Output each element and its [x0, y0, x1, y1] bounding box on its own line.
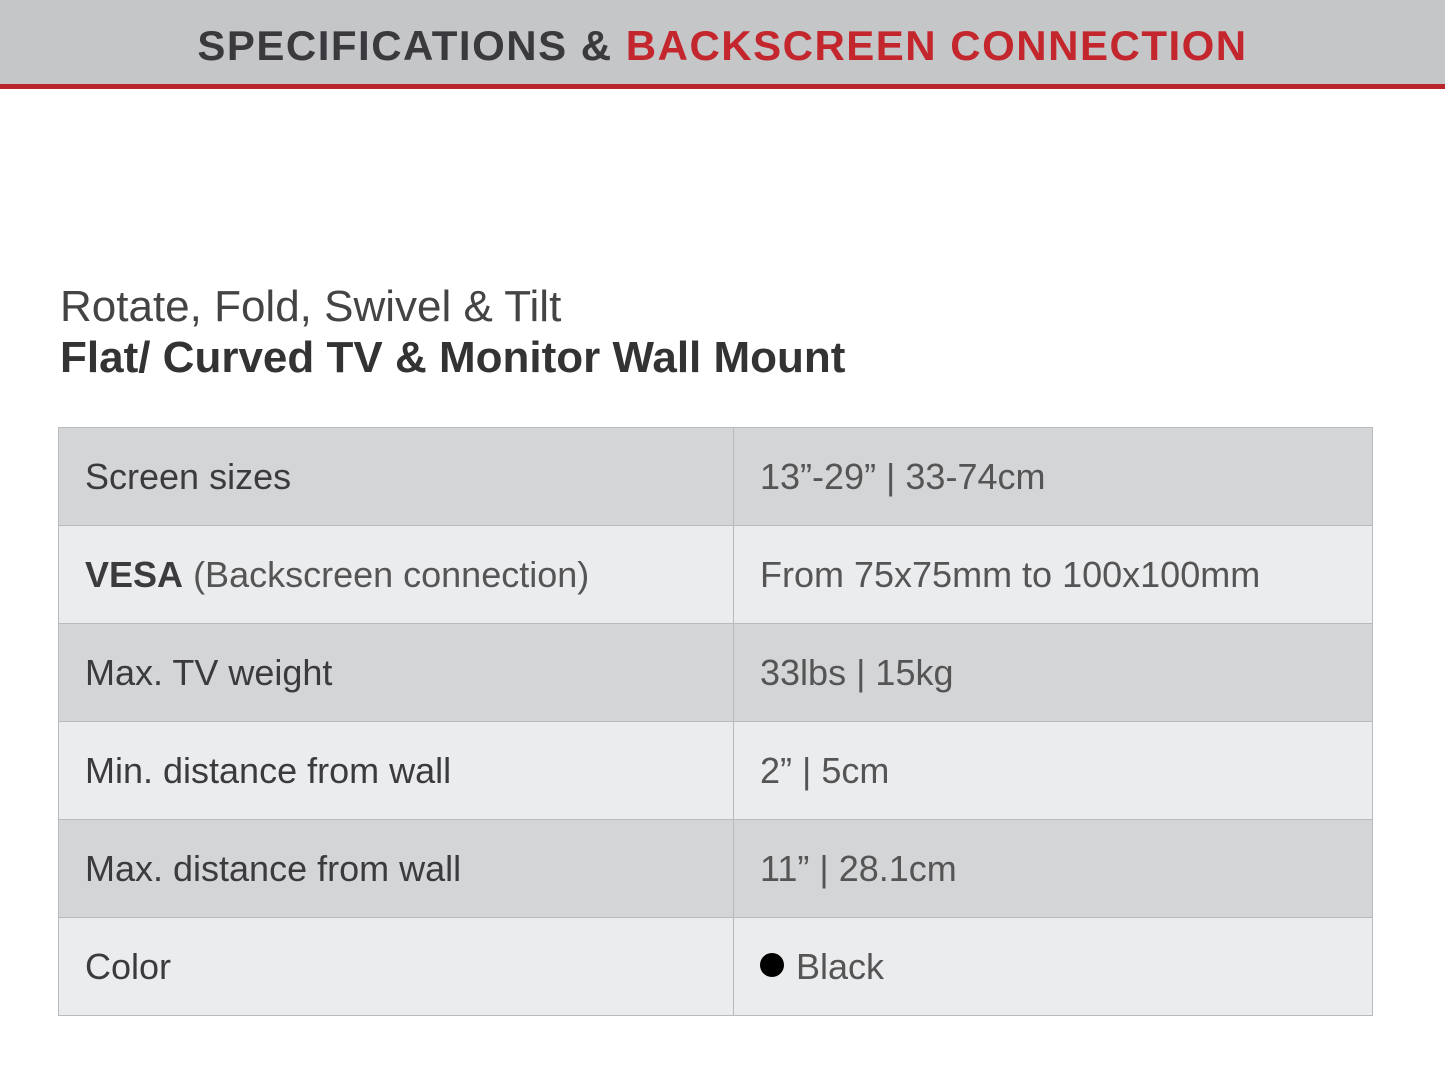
spec-label: Screen sizes — [58, 427, 734, 526]
table-row: Min. distance from wall 2” | 5cm — [58, 721, 1373, 820]
table-row: Screen sizes 13”-29” | 33-74cm — [58, 427, 1373, 526]
spec-value: 13”-29” | 33-74cm — [733, 427, 1373, 526]
color-swatch-icon — [760, 952, 784, 977]
spec-value: 33lbs | 15kg — [733, 623, 1373, 722]
table-row: Max. TV weight 33lbs | 15kg — [58, 623, 1373, 722]
table-row: Color Black — [58, 917, 1373, 1016]
spec-value: 11” | 28.1cm — [733, 819, 1373, 918]
color-value: Black — [796, 945, 885, 987]
spec-label: Max. distance from wall — [58, 819, 734, 918]
specs-table: Screen sizes 13”-29” | 33-74cm VESA (Bac… — [58, 427, 1373, 1016]
red-divider — [0, 84, 1445, 89]
product-title: Flat/ Curved TV & Monitor Wall Mount — [60, 333, 846, 382]
title-red-part: BACKSCREEN CONNECTION — [625, 22, 1248, 69]
spec-value: 2” | 5cm — [733, 721, 1373, 820]
spec-label-note: (Backscreen connection) — [193, 553, 590, 595]
spec-value: Black — [733, 917, 1373, 1016]
product-subtitle: Rotate, Fold, Swivel & Tilt — [60, 282, 562, 331]
spec-label: VESA (Backscreen connection) — [58, 525, 734, 624]
table-row: VESA (Backscreen connection) From 75x75m… — [58, 525, 1373, 624]
table-row: Max. distance from wall 11” | 28.1cm — [58, 819, 1373, 918]
spec-value: From 75x75mm to 100x100mm — [733, 525, 1373, 624]
header-banner: SPECIFICATIONS & BACKSCREEN CONNECTION — [0, 0, 1445, 84]
spec-label: Color — [58, 917, 734, 1016]
spec-label: Max. TV weight — [58, 623, 734, 722]
title-dark-part: SPECIFICATIONS & — [197, 22, 613, 69]
spec-label: Min. distance from wall — [58, 721, 734, 820]
section-title: SPECIFICATIONS & BACKSCREEN CONNECTION — [0, 0, 1445, 92]
spec-label-main: VESA — [85, 553, 184, 595]
